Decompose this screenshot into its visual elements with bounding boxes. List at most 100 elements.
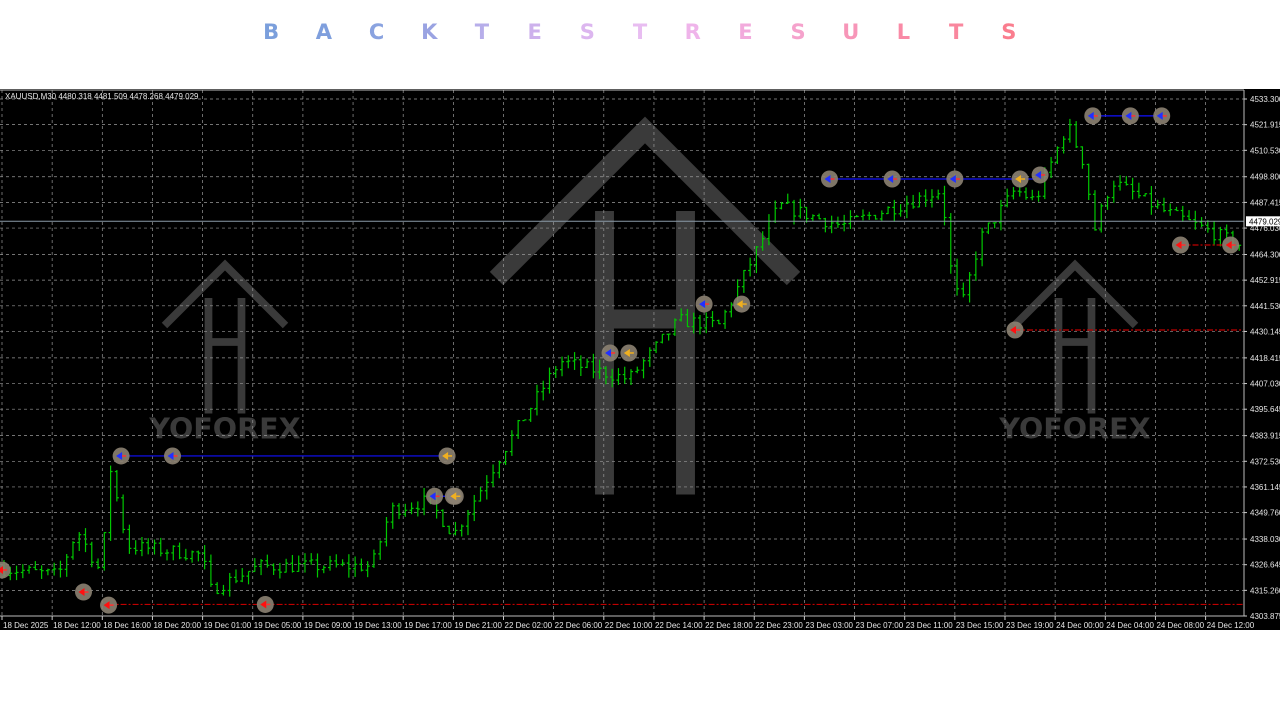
ohlc-bar	[1205, 220, 1210, 233]
ohlc-bar	[848, 210, 853, 229]
trade-marker	[1006, 321, 1024, 339]
title-letter: K	[421, 20, 438, 44]
ohlc-bar	[1086, 163, 1091, 201]
x-tick-label: 24 Dec 12:00	[1207, 621, 1255, 630]
x-tick-label: 19 Dec 05:00	[254, 621, 302, 630]
ohlc-bar	[616, 368, 621, 385]
ohlc-bar	[158, 537, 163, 557]
ohlc-bar	[1011, 187, 1016, 200]
arrow-left-icon	[1010, 325, 1017, 334]
ohlc-bar	[102, 531, 107, 571]
trade-markers	[0, 107, 1240, 614]
ohlc-bar	[384, 517, 389, 547]
ohlc-bar	[1092, 190, 1097, 231]
ohlc-bar	[810, 214, 815, 222]
ohlc-bar	[854, 214, 859, 218]
y-tick-label: 4510.530	[1250, 146, 1280, 155]
ohlc-bar	[215, 582, 220, 595]
trade-marker	[100, 596, 118, 614]
ohlc-bar	[597, 359, 602, 380]
ohlc-bar	[39, 565, 44, 579]
x-tick-label: 22 Dec 18:00	[705, 621, 753, 630]
title-letter: C	[368, 20, 385, 44]
ohlc-bar	[20, 564, 25, 579]
ohlc-bar	[566, 355, 571, 369]
ohlc-bar	[397, 503, 402, 520]
ohlc-bar	[52, 562, 57, 576]
title-letter: R	[684, 20, 701, 44]
trade-marker	[733, 295, 751, 313]
ohlc-bar	[1187, 210, 1192, 221]
y-tick-label: 4407.030	[1250, 380, 1280, 389]
x-tick-label: 23 Dec 15:00	[956, 621, 1004, 630]
x-tick-label: 19 Dec 21:00	[454, 621, 502, 630]
ohlc-bar	[823, 217, 828, 233]
arrow-left-icon	[78, 588, 85, 597]
ohlc-bar	[591, 353, 596, 379]
ohlc-bar	[447, 525, 452, 535]
ohlc-bar	[265, 554, 270, 568]
ohlc-bar	[961, 282, 966, 298]
price-axis: 4533.300 4521.915 4510.530 4498.800 4487.415…	[0, 89, 1280, 621]
ohlc-bar	[465, 509, 470, 536]
ohlc-bar	[748, 257, 753, 277]
y-tick-label: 4303.875	[1250, 612, 1280, 621]
arrow-left-icon	[429, 492, 436, 501]
arrow-left-icon	[1225, 241, 1232, 250]
ohlc-bar	[528, 407, 533, 422]
ohlc-bar	[503, 450, 508, 466]
ohlc-bar	[986, 222, 991, 235]
ohlc-bar	[553, 366, 558, 379]
ohlc-bar	[1174, 206, 1179, 212]
title-letter: L	[896, 20, 911, 44]
current-price-badge	[1246, 216, 1280, 227]
ohlc-bar	[635, 366, 640, 374]
x-tick-label: 23 Dec 19:00	[1006, 621, 1054, 630]
arrow-left-icon	[260, 600, 267, 609]
ohlc-bar	[89, 541, 94, 568]
y-tick-label: 4521.915	[1250, 121, 1280, 130]
ohlc-bar	[723, 309, 728, 329]
ohlc-bar	[685, 309, 690, 328]
ohlc-bar	[208, 554, 213, 587]
ohlc-bar	[422, 487, 427, 516]
y-tick-label: 4487.415	[1250, 198, 1280, 207]
yoforex-logo	[161, 259, 289, 414]
ohlc-bar	[1224, 224, 1229, 239]
ohlc-bar	[77, 532, 82, 552]
logo-roof	[489, 116, 801, 286]
ohlc-bar	[641, 358, 646, 379]
x-tick-label: 23 Dec 07:00	[856, 621, 904, 630]
ohlc-bar	[829, 215, 834, 234]
ohlc-bar	[547, 367, 552, 394]
y-tick-label: 4383.915	[1250, 432, 1280, 441]
watermark-text: YOFOREX	[998, 411, 1150, 445]
y-tick-label: 4441.530	[1250, 302, 1280, 311]
ohlc-bar	[114, 470, 119, 502]
ohlc-bar	[704, 312, 709, 334]
ohlc-bar	[572, 352, 577, 370]
ohlc-bar	[1212, 220, 1217, 246]
ohlc-bar	[842, 214, 847, 232]
ohlc-bar	[334, 554, 339, 568]
logo-h	[204, 297, 246, 414]
ohlc-bar	[867, 211, 872, 220]
ohlc-bar	[415, 501, 420, 517]
ohlc-bar	[121, 494, 126, 534]
watermark-text: YOFOREX	[148, 411, 300, 445]
ohlc-bar	[1074, 121, 1079, 148]
ohlc-bar	[27, 565, 32, 574]
ohlc-bar	[998, 199, 1003, 231]
ohlc-bar	[898, 204, 903, 217]
y-tick-label: 4452.915	[1250, 276, 1280, 285]
arrow-left-icon	[116, 451, 123, 460]
trade-marker	[438, 447, 456, 465]
ohlc-bar	[792, 199, 797, 225]
ohlc-bar	[321, 565, 326, 574]
title-letter: E	[738, 20, 753, 44]
ohlc-bar	[165, 549, 170, 561]
trade-marker	[601, 344, 619, 362]
ohlc-bar	[936, 189, 941, 200]
